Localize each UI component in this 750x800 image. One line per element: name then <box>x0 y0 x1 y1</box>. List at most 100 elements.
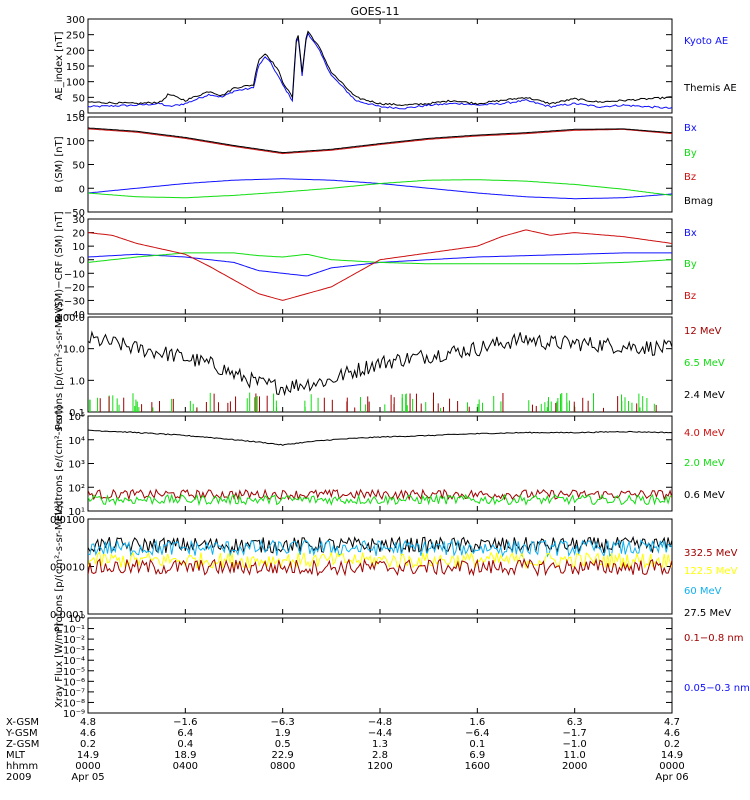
x-axis-cell: −6.4 <box>465 728 489 739</box>
x-axis-cell: 1200 <box>367 761 392 772</box>
x-axis-cell: Apr 05 <box>71 772 104 783</box>
series-group <box>88 429 672 507</box>
x-axis-cell: 1.9 <box>275 728 291 739</box>
y-tick-label: 10 <box>72 242 85 253</box>
y-tick-label: 0.0010 <box>50 563 85 574</box>
y-tick-label: 10⁻⁸ <box>63 698 85 709</box>
x-axis-cell: 0.2 <box>80 739 96 750</box>
x-axis-cell: 4.7 <box>664 717 680 728</box>
x-axis-cell: 14.9 <box>661 750 683 761</box>
series-line-332-5-mev <box>88 557 672 577</box>
x-axis-cell: 0.2 <box>664 739 680 750</box>
y-axis-label: Protons [p/(cm²-s-sr-MeV)] <box>54 501 65 633</box>
y-tick-label: 0.0001 <box>50 610 85 621</box>
y-axis-label: Xray Flux [W/m²] <box>54 623 65 708</box>
legend-label: Bmag <box>684 196 713 207</box>
x-axis-cell: 6.3 <box>567 717 583 728</box>
y-tick-label: −50 <box>64 208 85 219</box>
series-line-2-0-mev <box>88 493 672 507</box>
x-axis-cell: 6.9 <box>469 750 485 761</box>
x-axis-cell: 4.6 <box>664 728 680 739</box>
x-axis-cell: 1600 <box>465 761 490 772</box>
legend-label: Bx <box>684 228 697 239</box>
y-tick-label: 10⁻⁵ <box>63 667 85 678</box>
legend-label: 2.0 MeV <box>684 458 725 469</box>
series-line-60-mev <box>88 538 672 558</box>
series-line-bx <box>88 178 672 200</box>
y-tick-label: −30 <box>64 296 85 307</box>
x-axis-coordinate-table: X-GSMY-GSMZ-GSMMLThhmm20094.84.60.214.90… <box>5 717 689 783</box>
legend-label: By <box>684 259 697 270</box>
legend-label: Bz <box>684 291 696 302</box>
y-axis-label: B (SM)−CRF (SM) [nT] <box>54 211 65 321</box>
x-axis-cell: 1.6 <box>469 717 485 728</box>
y-tick-label: 10⁻⁹ <box>63 709 85 720</box>
series-group <box>88 127 672 200</box>
y-tick-label: 10⁴ <box>68 436 85 447</box>
series-line-kyoto-ae <box>88 31 672 110</box>
series-line-0-6-mev <box>88 429 672 446</box>
legend-label: 0.05−0.3 nm <box>684 683 750 694</box>
y-axis-label: Protons [p/(cm²-s-sr-MeV)] <box>54 299 65 431</box>
x-axis-cell: 4.8 <box>80 717 96 728</box>
y-tick-label: 10⁻⁷ <box>63 688 85 699</box>
y-tick-label: 10² <box>68 483 85 494</box>
series-line-themis-ae <box>88 30 672 107</box>
y-axis-label: B (SM) [nT] <box>54 136 65 192</box>
y-tick-label: 0 <box>79 109 85 120</box>
series-line-by <box>88 252 672 265</box>
series-group <box>88 229 672 301</box>
chart-title: GOES-11 <box>350 5 399 18</box>
legend-label: Bz <box>684 172 696 183</box>
x-axis-cell: 0400 <box>173 761 198 772</box>
y-tick-label: 10⁻⁴ <box>63 656 85 667</box>
x-axis-row-label: hhmm <box>6 761 38 772</box>
x-axis-cell: Apr 06 <box>655 772 688 783</box>
y-tick-label: 1.0 <box>69 376 85 387</box>
series-line-bz <box>88 229 672 301</box>
y-tick-label: 10⁻² <box>63 635 85 646</box>
y-tick-label: 50 <box>72 93 85 104</box>
x-axis-cell: 14.9 <box>77 750 99 761</box>
x-axis-row-label: X-GSM <box>6 717 39 728</box>
x-axis-row-label: MLT <box>6 750 26 761</box>
y-tick-label: 0 <box>79 184 85 195</box>
x-axis-cell: −1.6 <box>173 717 197 728</box>
y-tick-label: 250 <box>66 31 85 42</box>
x-axis-cell: 18.9 <box>174 750 196 761</box>
legend-label: By <box>684 148 697 159</box>
x-axis-cell: 2.8 <box>372 750 388 761</box>
legend-label: 4.0 MeV <box>684 428 725 439</box>
series-group <box>88 30 672 110</box>
y-tick-label: 0 <box>79 256 85 267</box>
x-axis-cell: −1.7 <box>563 728 587 739</box>
y-tick-label: 200 <box>66 46 85 57</box>
y-tick-label: 10⁰ <box>68 614 85 625</box>
y-tick-label: 150 <box>66 62 85 73</box>
legend-label: Bx <box>684 123 697 134</box>
legend-label: 2.4 MeV <box>684 390 725 401</box>
x-axis-cell: 22.9 <box>272 750 294 761</box>
legend-label: 27.5 MeV <box>684 608 731 619</box>
x-axis-cell: 11.0 <box>564 750 586 761</box>
x-axis-cell: 0000 <box>659 761 684 772</box>
legend-label: Kyoto AE <box>684 36 728 47</box>
panel-frame <box>87 18 673 114</box>
x-axis-cell: 0.1 <box>469 739 485 750</box>
legend-label: 6.5 MeV <box>684 358 725 369</box>
y-tick-label: −20 <box>64 283 85 294</box>
x-axis-cell: 0.5 <box>275 739 291 750</box>
legend-label: 122.5 MeV <box>684 566 738 577</box>
series-line-bmag <box>88 127 672 154</box>
y-tick-label: 100 <box>66 137 85 148</box>
panel-7: 10⁻⁹10⁻⁸10⁻⁷10⁻⁶10⁻⁵10⁻⁴10⁻³10⁻²10⁻¹10⁰X… <box>54 614 750 720</box>
x-axis-cell: 4.6 <box>80 728 96 739</box>
panel-2: −50 0 50 100 150 B (SM) [nT] Bx By Bz Bmag <box>54 113 713 219</box>
x-axis-cell: 1.3 <box>372 739 388 750</box>
y-tick-label: 10.0 <box>63 345 85 356</box>
x-axis-cell: 0800 <box>270 761 295 772</box>
